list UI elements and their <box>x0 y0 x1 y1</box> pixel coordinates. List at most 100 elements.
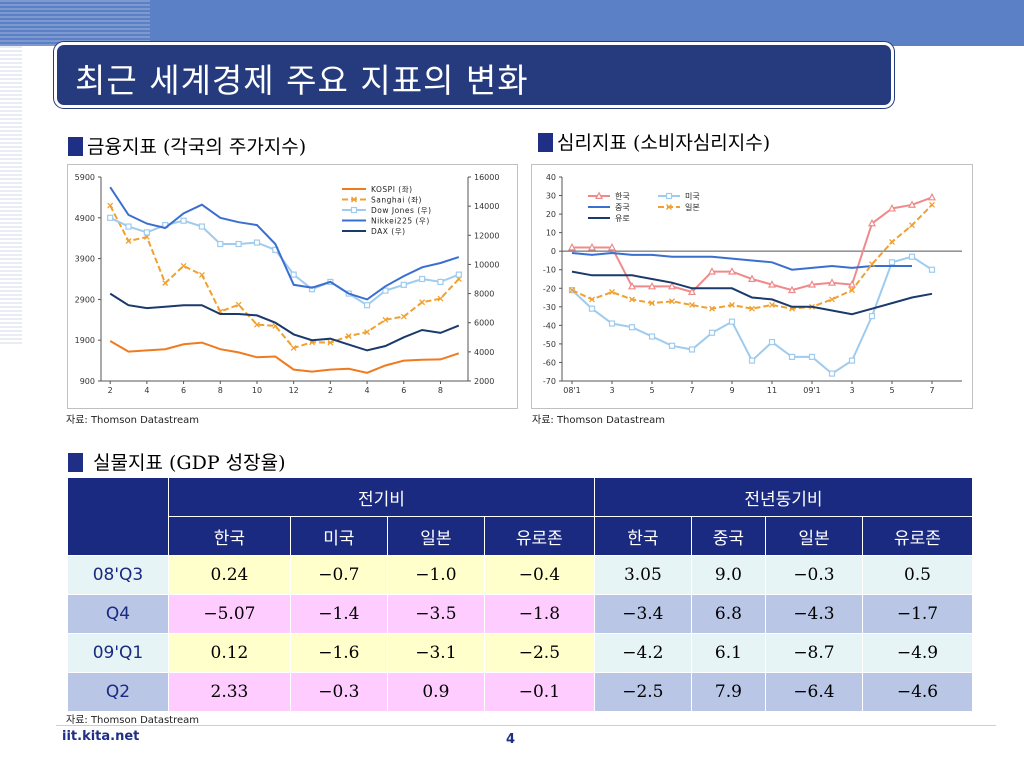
legend-label: KOSPI (좌) <box>371 185 413 194</box>
data-point-dow-jones-우 <box>363 302 371 309</box>
data-point-미국 <box>808 353 816 360</box>
data-point-한국 <box>927 192 937 201</box>
data-point-미국 <box>928 266 936 273</box>
series-line-유로 <box>571 270 933 316</box>
data-point-미국 <box>908 253 916 260</box>
table-cell: −0.1 <box>483 672 595 712</box>
table-row: 09'Q1 0.12 −1.6 −3.1 −2.5 −4.2 6.1 −8.7 −4.9 <box>67 633 974 673</box>
left-tick-label: 900 <box>80 377 95 386</box>
y-tick-label: -40 <box>543 321 556 330</box>
data-point-일본 <box>709 305 715 312</box>
y-tick-label: -70 <box>543 377 556 386</box>
data-point-sanghai-좌 <box>382 316 389 323</box>
source-sentiment: 자료: Thomson Datastream <box>532 415 666 426</box>
table-cell: 2.33 <box>168 672 291 712</box>
series-line-dow-jones-우 <box>109 216 460 307</box>
page-title: 최근 세계경제 주요 지표의 변화 <box>75 61 529 100</box>
x-tick-label: 2 <box>328 386 333 395</box>
data-point-sanghai-좌 <box>254 321 260 328</box>
legend-label: Sanghai (좌) <box>371 196 422 205</box>
stock-index-chart: 900 1900 2900 3900 4900 5900 2000 4000 6000 8000 1… <box>75 173 500 395</box>
legend-marker <box>350 206 358 214</box>
data-point-sanghai-좌 <box>400 313 407 320</box>
footer-divider <box>56 725 996 726</box>
data-point-sanghai-좌 <box>162 280 169 287</box>
x-tick-label: 2 <box>108 386 113 395</box>
column-header: 미국 <box>289 516 388 556</box>
data-point-dow-jones-우 <box>455 271 462 278</box>
data-point-sanghai-좌 <box>235 301 242 308</box>
data-point-미국 <box>728 318 736 325</box>
plot-frame <box>100 177 469 382</box>
column-header: 일본 <box>386 516 485 556</box>
data-point-미국 <box>828 370 836 377</box>
data-point-sanghai-좌 <box>345 333 352 340</box>
series-line-kospi-좌 <box>109 340 460 374</box>
table-cell: −1.6 <box>289 633 388 673</box>
left-tick-label: 5900 <box>75 173 95 182</box>
data-point-dow-jones-우 <box>198 223 206 230</box>
data-point-미국 <box>648 333 656 340</box>
table-row: 08'Q3 0.24 −0.7 −1.0 −0.4 3.05 9.0 −0.3 0.5 <box>67 555 974 595</box>
legend-label: DAX (우) <box>371 227 406 236</box>
table-cell: −0.3 <box>289 672 388 712</box>
table-cell: −5.07 <box>168 594 291 634</box>
column-header: 한국 <box>593 516 692 556</box>
right-tick-label: 4000 <box>474 348 494 357</box>
group-header-qoq: 전기비 <box>168 477 595 517</box>
table-cell: 0.12 <box>168 633 291 673</box>
header-band <box>0 0 1024 46</box>
right-tick-label: 12000 <box>474 231 499 240</box>
left-tick-label: 3900 <box>75 255 95 264</box>
footer-url: iit.kita.net <box>62 729 140 744</box>
data-point-sanghai-좌 <box>419 299 426 306</box>
x-tick-label: 8 <box>218 386 223 395</box>
data-point-일본 <box>669 298 675 305</box>
data-point-dow-jones-우 <box>180 217 187 224</box>
right-tick-label: 8000 <box>474 290 494 299</box>
data-point-한국 <box>807 280 817 288</box>
column-header: 일본 <box>764 516 863 556</box>
left-stripes <box>0 46 22 346</box>
table-cell: −0.3 <box>764 555 863 595</box>
x-tick-label: 12 <box>289 386 299 395</box>
table-cell: 0.5 <box>861 555 974 595</box>
column-header: 유로존 <box>483 516 595 556</box>
data-point-일본 <box>849 287 855 294</box>
series-line-sanghai-좌 <box>109 205 460 350</box>
x-tick-label: 7 <box>929 386 934 395</box>
data-point-미국 <box>668 342 676 349</box>
data-point-dow-jones-우 <box>290 271 297 278</box>
data-point-일본 <box>749 305 755 312</box>
data-point-한국 <box>887 204 897 212</box>
x-tick-label: 7 <box>689 386 694 395</box>
x-tick-label: 11 <box>767 386 777 395</box>
data-point-일본 <box>889 238 895 245</box>
data-point-한국 <box>667 281 677 290</box>
group-header-yoy: 전년동기비 <box>593 477 974 517</box>
legend-marker <box>351 196 357 203</box>
data-point-sanghai-좌 <box>198 271 205 278</box>
x-tick-label: 9 <box>729 386 734 395</box>
data-point-미국 <box>848 357 856 364</box>
data-point-한국 <box>647 281 657 290</box>
legend-label: 중국 <box>615 203 630 212</box>
table-cell: 6.1 <box>690 633 766 673</box>
table-cell: −0.4 <box>483 555 595 595</box>
right-tick-label: 14000 <box>474 202 499 211</box>
series-line-중국 <box>571 251 912 271</box>
x-tick-label: 3 <box>609 386 614 395</box>
data-point-한국 <box>727 267 737 275</box>
header-stripes <box>0 0 150 46</box>
right-tick-label: 2000 <box>474 377 494 386</box>
source-financial: 자료: Thomson Datastream <box>66 415 200 426</box>
data-point-한국 <box>747 274 757 282</box>
legend-label: Dow Jones (우) <box>371 206 432 215</box>
table-cell: −4.2 <box>593 633 692 673</box>
data-point-한국 <box>767 280 777 288</box>
data-point-dow-jones-우 <box>107 214 114 221</box>
legend-label: 미국 <box>685 192 700 201</box>
table-cell: −3.5 <box>386 594 485 634</box>
data-point-dow-jones-우 <box>235 240 242 248</box>
data-point-일본 <box>909 222 915 229</box>
